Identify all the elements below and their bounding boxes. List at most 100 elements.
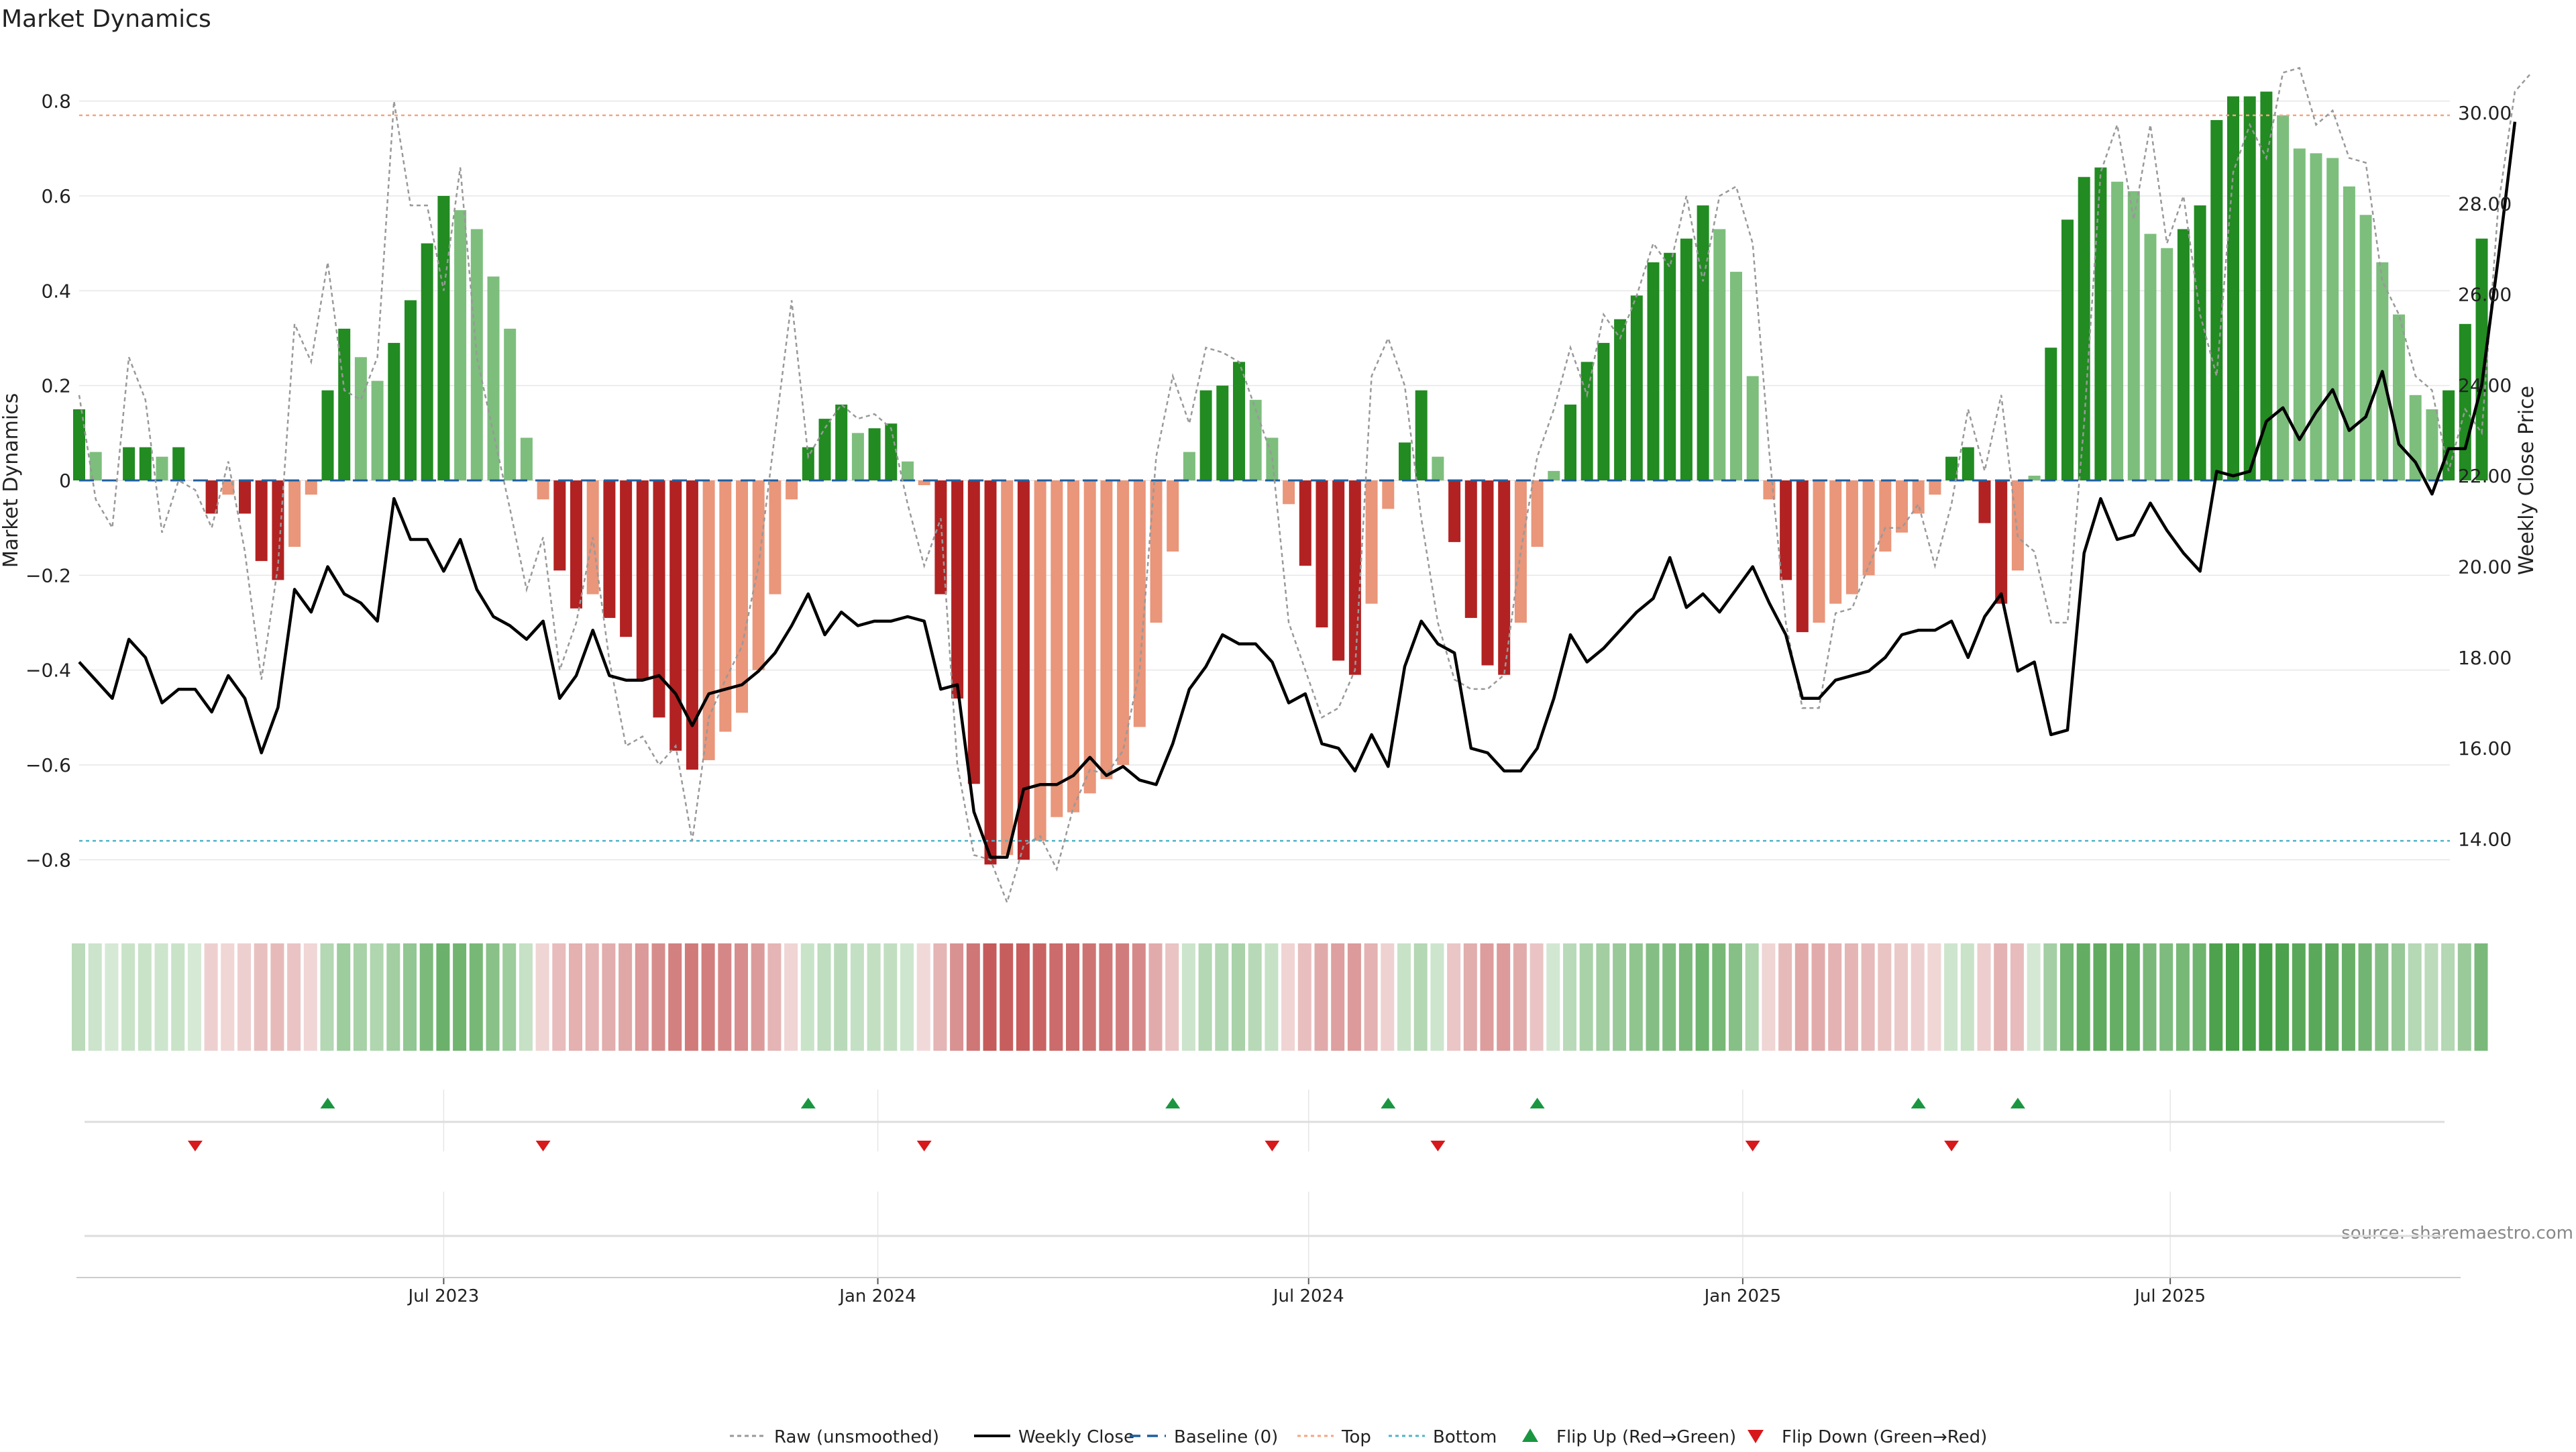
bar-50: [902, 461, 914, 480]
heat-cell-55: [983, 943, 997, 1051]
heat-cell-124: [2126, 943, 2140, 1051]
bar-55: [984, 480, 997, 865]
bar-101: [1746, 376, 1759, 480]
source-note: source: sharemaestro.com: [2341, 1223, 2573, 1243]
heat-cell-86: [1497, 943, 1511, 1051]
bar-67: [1183, 452, 1195, 480]
bar-15: [321, 390, 334, 480]
legend-item-bottom: Bottom: [1389, 1427, 1497, 1447]
heat-cell-110: [1894, 943, 1908, 1051]
bar-27: [520, 437, 533, 480]
heat-cell-122: [2093, 943, 2107, 1051]
bar-116: [1995, 480, 2008, 604]
heat-cell-33: [619, 943, 633, 1051]
bar-83: [1448, 480, 1461, 542]
heat-cell-74: [1297, 943, 1311, 1051]
y2-tick-label: 18.00: [2458, 647, 2512, 669]
heat-cell-36: [668, 943, 682, 1051]
heat-cell-130: [2226, 943, 2239, 1051]
bar-85: [1481, 480, 1494, 666]
bar-124: [2127, 191, 2140, 480]
heat-cell-57: [1016, 943, 1030, 1051]
flip-down-marker: [1745, 1141, 1760, 1151]
lower-panel: [76, 1192, 2461, 1278]
bar-20: [405, 300, 417, 480]
heat-cell-100: [1729, 943, 1742, 1051]
heat-cell-25: [486, 943, 500, 1051]
bars-layer: [73, 91, 2488, 865]
heat-cell-64: [1132, 943, 1146, 1051]
bar-47: [851, 433, 864, 480]
flip-up-marker: [2010, 1098, 2025, 1108]
bar-114: [1962, 447, 1974, 480]
bar-77: [1348, 480, 1361, 675]
heat-cell-80: [1397, 943, 1411, 1051]
heat-cell-101: [1745, 943, 1759, 1051]
y2-tick-label: 30.00: [2458, 102, 2512, 124]
heat-cell-9: [221, 943, 235, 1051]
bar-54: [967, 480, 980, 784]
bar-128: [2194, 205, 2206, 480]
flip-down-marker: [1265, 1141, 1280, 1151]
bar-138: [2359, 215, 2372, 480]
heat-cell-115: [1977, 943, 1991, 1051]
bar-35: [653, 480, 665, 718]
heat-cell-90: [1563, 943, 1576, 1051]
heat-cell-69: [1215, 943, 1229, 1051]
bar-111: [1912, 480, 1925, 514]
bar-29: [553, 480, 566, 571]
heat-cell-93: [1613, 943, 1627, 1051]
heat-cell-107: [1844, 943, 1858, 1051]
heat-cell-105: [1811, 943, 1825, 1051]
bar-41: [752, 480, 765, 670]
heat-cell-111: [1911, 943, 1925, 1051]
heat-cell-18: [370, 943, 384, 1051]
y-tick-label: −0.6: [25, 754, 71, 776]
bar-25: [487, 276, 500, 480]
bar-71: [1249, 399, 1262, 480]
bar-32: [603, 480, 616, 618]
heat-cell-112: [1927, 943, 1941, 1051]
heat-cell-85: [1480, 943, 1494, 1051]
heat-cell-70: [1232, 943, 1245, 1051]
heat-cell-72: [1265, 943, 1279, 1051]
heat-cell-131: [2242, 943, 2256, 1051]
bar-76: [1332, 480, 1345, 661]
heat-cell-41: [751, 943, 765, 1051]
heat-cell-63: [1116, 943, 1130, 1051]
heat-cell-123: [2110, 943, 2124, 1051]
legend-swatch: [1522, 1429, 1538, 1442]
bar-103: [1780, 480, 1792, 580]
y2-tick-label: 16.00: [2458, 737, 2512, 760]
bar-117: [2011, 480, 2024, 571]
heat-cell-16: [337, 943, 351, 1051]
bar-0: [73, 409, 85, 480]
weekly-close-line: [78, 121, 2517, 859]
bar-66: [1167, 480, 1179, 552]
legend-label: Baseline (0): [1174, 1427, 1278, 1447]
heat-cell-39: [718, 943, 732, 1051]
heat-cell-27: [519, 943, 533, 1051]
legend-item-flipup: Flip Up (Red→Green): [1522, 1427, 1736, 1447]
bar-140: [2393, 314, 2405, 480]
legend-item-top: Top: [1297, 1427, 1371, 1447]
bar-94: [1630, 295, 1643, 480]
heat-cell-134: [2292, 943, 2306, 1051]
heat-cell-32: [602, 943, 616, 1051]
y2-tick-label: 22.00: [2458, 465, 2512, 487]
bar-68: [1199, 390, 1212, 480]
heat-cell-132: [2259, 943, 2273, 1051]
legend-label: Flip Up (Red→Green): [1556, 1427, 1736, 1447]
flip-up-marker: [320, 1098, 335, 1108]
bar-104: [1796, 480, 1809, 633]
bar-42: [769, 480, 782, 594]
bar-107: [1845, 480, 1858, 594]
heat-cell-7: [187, 943, 201, 1051]
heat-cell-19: [386, 943, 400, 1051]
y2-tick-label: 20.00: [2458, 556, 2512, 578]
bar-121: [2078, 176, 2090, 480]
legend-label: Bottom: [1433, 1427, 1497, 1447]
bar-12: [272, 480, 284, 580]
bar-110: [1896, 480, 1908, 533]
